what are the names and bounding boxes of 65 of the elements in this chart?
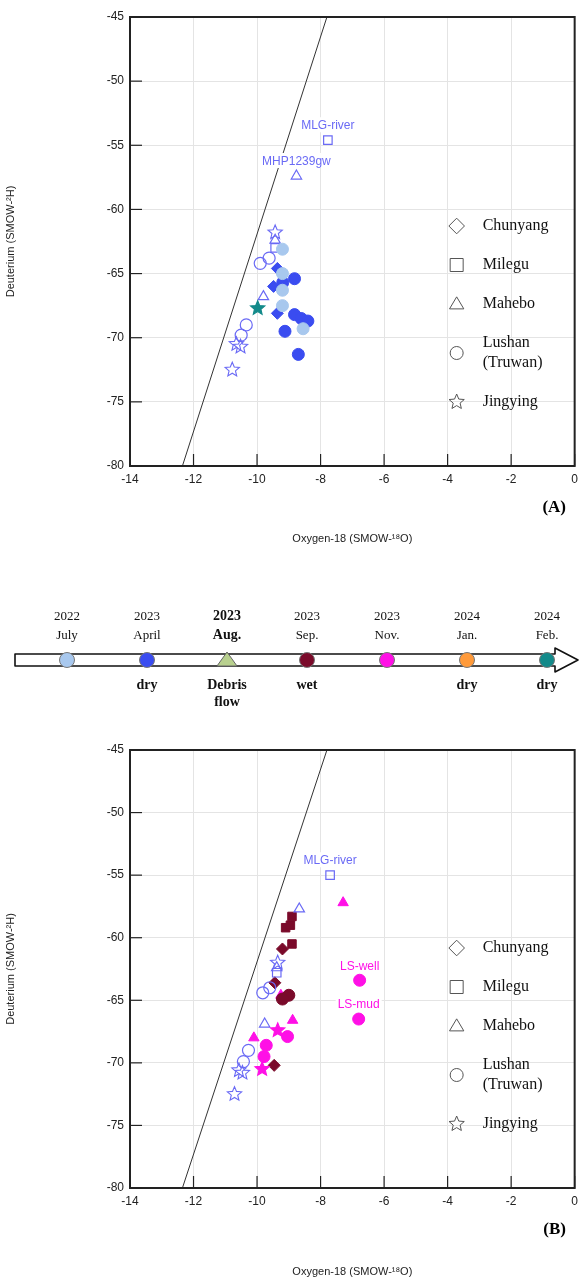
y-tick-label: -65 bbox=[106, 992, 125, 1007]
y-tick-label: -80 bbox=[106, 1180, 125, 1195]
x-tick-label: -14 bbox=[121, 471, 139, 486]
annotation: MHP1239gw bbox=[262, 154, 332, 169]
y-axis-title: Deuterium (SMOW-²H) bbox=[3, 913, 16, 1025]
x-tick-label: -12 bbox=[184, 1193, 203, 1208]
y-tick-label: -75 bbox=[106, 1117, 125, 1132]
category-label: 2023 Aug. bbox=[211, 607, 243, 644]
y-tick-label: -65 bbox=[106, 265, 125, 280]
category-label: 2024 Jan. bbox=[453, 607, 481, 644]
y-tick-label: -75 bbox=[106, 394, 125, 409]
category-label: 2022 July bbox=[53, 607, 81, 644]
legend-label: Lushan (Truwan) bbox=[482, 1055, 543, 1094]
legend-label: Chunyang bbox=[482, 938, 549, 957]
y-tick-label: -60 bbox=[106, 201, 125, 216]
x-tick-label: -2 bbox=[505, 471, 517, 486]
y-tick-label: -55 bbox=[106, 867, 125, 882]
y-tick-label: -55 bbox=[106, 137, 125, 152]
text: dry bbox=[536, 677, 558, 692]
legend-label: Lushan (Truwan) bbox=[482, 333, 543, 372]
category-label: 2023 Nov. bbox=[373, 607, 401, 644]
text: Debris flow bbox=[207, 677, 247, 709]
x-tick-label: -6 bbox=[378, 471, 390, 486]
y-tick-label: -60 bbox=[106, 930, 125, 945]
text: dry bbox=[456, 677, 478, 692]
annotation: MLG-river bbox=[301, 118, 355, 133]
x-axis-title: Oxygen-18 (SMOW-¹⁸O) bbox=[292, 1265, 413, 1278]
y-tick-label: -50 bbox=[106, 73, 125, 88]
x-tick-label: -10 bbox=[248, 471, 267, 486]
x-tick-label: -8 bbox=[315, 1193, 327, 1208]
x-tick-label: 0 bbox=[571, 1193, 579, 1208]
x-tick-label: -2 bbox=[505, 1193, 517, 1208]
legend-label: Chunyang bbox=[482, 216, 549, 235]
y-tick-label: -45 bbox=[106, 9, 125, 24]
legend-label: Mahebo bbox=[482, 1016, 536, 1034]
text: (A) bbox=[542, 497, 566, 517]
y-tick-label: -80 bbox=[106, 458, 125, 473]
legend-label: Jingying bbox=[482, 1114, 538, 1133]
legend-label: Milegu bbox=[482, 977, 529, 996]
category-label: 2024 Feb. bbox=[533, 607, 561, 644]
category-label: 2023 April bbox=[132, 607, 162, 644]
x-tick-label: -10 bbox=[248, 1193, 267, 1208]
legend-label: Jingying bbox=[482, 392, 538, 411]
annotation: LS-mud bbox=[337, 997, 380, 1012]
category-label: 2023 Sep. bbox=[293, 607, 321, 644]
legend-label: Milegu bbox=[482, 255, 529, 274]
annotation: LS-well bbox=[339, 958, 380, 973]
text: (B) bbox=[543, 1219, 566, 1239]
y-tick-label: -45 bbox=[106, 742, 125, 757]
annotation: MLG-river bbox=[303, 853, 357, 868]
x-tick-label: -4 bbox=[442, 471, 454, 486]
x-tick-label: 0 bbox=[571, 471, 579, 486]
y-axis-title: Deuterium (SMOW-²H) bbox=[3, 185, 16, 298]
y-tick-label: -70 bbox=[106, 330, 125, 345]
legend-label: Mahebo bbox=[482, 294, 536, 312]
x-tick-label: -8 bbox=[315, 471, 327, 486]
x-tick-label: -6 bbox=[378, 1193, 390, 1208]
y-tick-label: -50 bbox=[106, 804, 125, 819]
x-tick-label: -12 bbox=[184, 471, 203, 486]
x-tick-label: -14 bbox=[121, 1193, 139, 1208]
x-tick-label: -4 bbox=[442, 1193, 454, 1208]
text: wet bbox=[296, 677, 318, 692]
text: dry bbox=[136, 677, 158, 692]
x-axis-title: Oxygen-18 (SMOW-¹⁸O) bbox=[292, 532, 413, 545]
y-tick-label: -70 bbox=[106, 1055, 125, 1070]
